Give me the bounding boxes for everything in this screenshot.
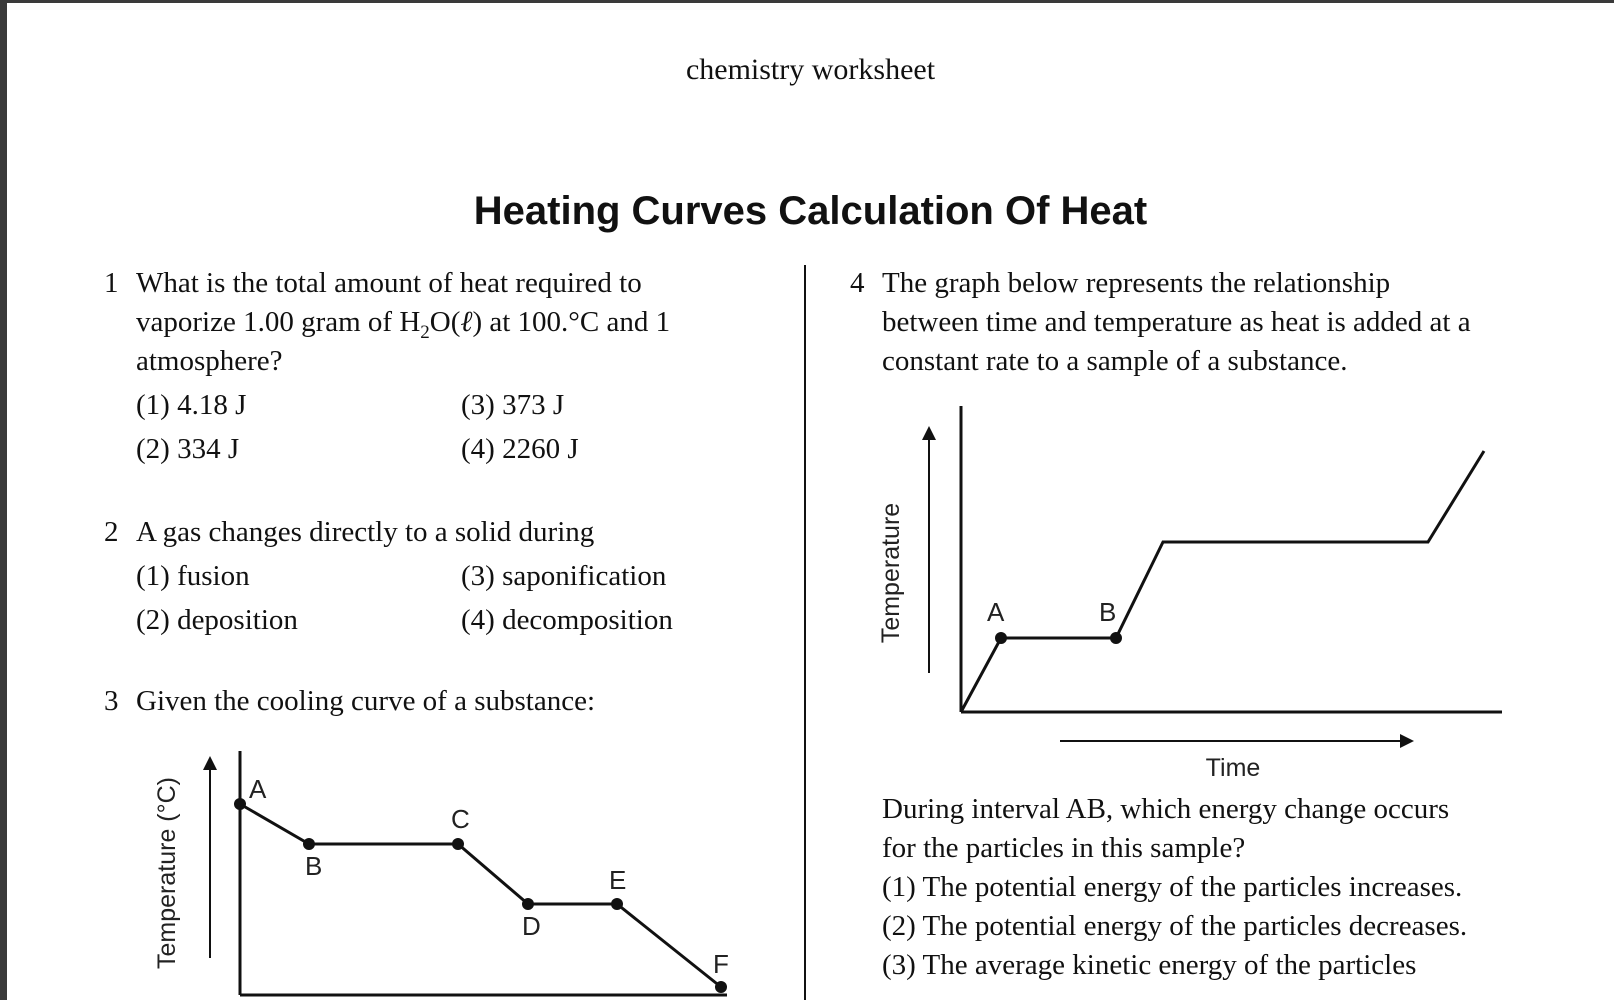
point-f-label: F — [713, 949, 729, 979]
answer-option[interactable]: (3) 373 J — [461, 389, 565, 421]
question-text-line: A gas changes directly to a solid during — [136, 516, 595, 548]
point-d-marker — [522, 898, 534, 910]
y-axis-label: Temperature — [877, 503, 905, 643]
point-c-marker — [452, 838, 464, 850]
point-e-label: E — [609, 865, 626, 895]
point-a-label: A — [249, 774, 267, 804]
question-text-line: The graph below represents the relations… — [882, 267, 1391, 299]
point-d-label: D — [522, 911, 541, 941]
question-text-line: between time and temperature as heat is … — [882, 306, 1471, 338]
answer-option[interactable]: (4) 2260 J — [461, 433, 579, 465]
question-text-line: for the particles in this sample? — [882, 832, 1246, 864]
answer-option[interactable]: (2) 334 J — [136, 433, 240, 465]
question-text-line: constant rate to a sample of a substance… — [882, 345, 1348, 377]
point-a-marker — [234, 798, 246, 810]
answer-option[interactable]: (1) 4.18 J — [136, 389, 247, 421]
heating-curve-line — [959, 450, 1486, 713]
point-b-label: B — [1099, 597, 1116, 627]
answer-option[interactable]: (2) deposition — [136, 604, 298, 636]
x-axis-label: Time — [1206, 754, 1261, 782]
page-title: Heating Curves Calculation Of Heat — [473, 189, 1148, 233]
cooling-curve-graph: Temperature (°C) A B C D E F — [153, 751, 729, 997]
answer-option[interactable]: (2) The potential energy of the particle… — [882, 910, 1468, 942]
answer-option[interactable]: (4) decomposition — [461, 604, 673, 636]
point-e-marker — [611, 898, 623, 910]
answer-option[interactable]: (3) saponification — [461, 560, 667, 592]
question-text-line: Given the cooling curve of a substance: — [136, 685, 596, 717]
heating-curve-graph: Temperature A B Time — [877, 406, 1502, 782]
question-number: 1 — [104, 267, 119, 299]
question-text-line: vaporize 1.00 gram of H2O(ℓ) at 100.°C a… — [136, 306, 671, 343]
point-b-marker — [1110, 632, 1122, 644]
answer-option[interactable]: (1) fusion — [136, 560, 250, 592]
point-b-label: B — [305, 851, 322, 881]
point-c-label: C — [451, 804, 470, 834]
question-text-line: What is the total amount of heat require… — [136, 267, 642, 299]
question-text-line: atmosphere? — [136, 345, 283, 377]
question-number: 3 — [104, 685, 119, 717]
cooling-curve-line — [239, 802, 722, 989]
point-b-marker — [303, 838, 315, 850]
point-a-label: A — [987, 597, 1005, 627]
question-text-line: During interval AB, which energy change … — [882, 793, 1450, 825]
worksheet-page: chemistry worksheet Heating Curves Calcu… — [7, 3, 1614, 1000]
question-number: 4 — [850, 267, 865, 299]
y-axis-label: Temperature (°C) — [153, 777, 181, 969]
point-a-marker — [995, 632, 1007, 644]
column-divider — [804, 265, 806, 1000]
answer-option[interactable]: (1) The potential energy of the particle… — [882, 871, 1463, 903]
answer-option[interactable]: (3) The average kinetic energy of the pa… — [882, 949, 1417, 981]
point-f-marker — [715, 981, 727, 993]
page-header: chemistry worksheet — [685, 53, 936, 86]
question-number: 2 — [104, 516, 119, 548]
